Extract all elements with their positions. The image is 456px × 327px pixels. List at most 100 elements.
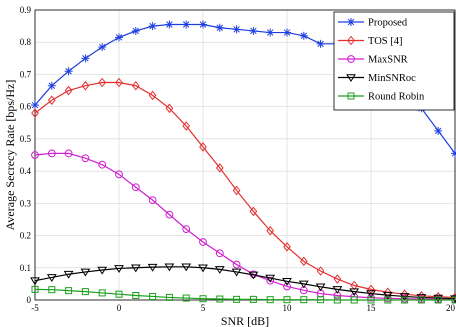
data-point xyxy=(64,67,73,76)
data-point xyxy=(249,206,258,217)
data-point xyxy=(199,238,207,246)
data-point xyxy=(416,294,427,302)
data-point xyxy=(164,263,175,272)
data-point xyxy=(417,296,425,304)
legend-entry: TOS [4] xyxy=(338,35,403,47)
data-point xyxy=(350,280,359,291)
data-point xyxy=(231,268,242,277)
data-point xyxy=(115,290,123,298)
data-point xyxy=(132,291,140,299)
data-point xyxy=(315,283,326,292)
series-tos-4 xyxy=(31,77,456,303)
data-point xyxy=(333,274,342,284)
data-point xyxy=(63,270,74,279)
data-point xyxy=(350,296,358,304)
data-point xyxy=(30,277,40,286)
legend-entry: MinSNRoc xyxy=(338,73,416,84)
x-axis-label: SNR [dB] xyxy=(221,314,269,327)
y-tick-label: 0.2 xyxy=(20,231,31,241)
data-point xyxy=(215,249,224,258)
data-point xyxy=(232,185,241,196)
x-tick-label: 15 xyxy=(367,303,377,313)
data-point xyxy=(98,289,106,297)
data-point xyxy=(81,80,90,91)
data-point xyxy=(283,28,291,37)
data-point xyxy=(347,35,355,46)
data-point xyxy=(317,296,325,304)
data-point xyxy=(215,163,224,173)
x-tick-label: 20 xyxy=(446,303,456,313)
data-point xyxy=(182,225,191,234)
data-point xyxy=(65,287,73,295)
data-point xyxy=(249,26,258,35)
data-point xyxy=(115,77,123,88)
data-point xyxy=(64,149,73,158)
data-point xyxy=(299,31,308,40)
legend-entry: Round Robin xyxy=(338,92,425,103)
data-point xyxy=(199,142,207,152)
data-point xyxy=(81,288,89,296)
data-point xyxy=(215,23,224,32)
data-point xyxy=(300,296,308,304)
data-point xyxy=(382,291,393,300)
data-point xyxy=(347,92,355,100)
data-point xyxy=(216,295,224,303)
y-tick-label: 0.1 xyxy=(20,263,31,273)
legend-label: Proposed xyxy=(368,18,408,29)
data-point xyxy=(332,286,343,294)
data-point xyxy=(131,26,140,35)
data-point xyxy=(283,242,291,252)
data-point xyxy=(46,274,57,282)
series-line xyxy=(34,152,455,300)
data-point xyxy=(114,265,124,273)
x-tick-label: 0 xyxy=(117,303,122,313)
data-point xyxy=(383,287,392,298)
data-point xyxy=(31,151,39,159)
data-point xyxy=(98,77,107,88)
data-point xyxy=(31,101,39,110)
data-point xyxy=(165,293,173,301)
data-point xyxy=(233,295,241,303)
data-point xyxy=(282,278,292,286)
data-point xyxy=(232,25,241,34)
x-tick-label: 10 xyxy=(283,303,293,313)
data-point xyxy=(266,225,275,236)
legend-entry: MaxSNR xyxy=(338,55,408,66)
y-tick-label: 0.5 xyxy=(20,134,32,144)
data-point xyxy=(47,81,56,90)
data-point xyxy=(47,95,56,106)
data-point xyxy=(347,55,355,63)
data-point xyxy=(333,296,341,304)
data-point xyxy=(248,271,259,280)
data-point xyxy=(148,22,157,31)
data-point xyxy=(98,43,107,52)
series-line xyxy=(34,266,456,300)
data-point xyxy=(433,294,444,303)
data-point xyxy=(434,296,442,304)
data-point xyxy=(165,210,174,219)
data-point xyxy=(130,264,141,273)
data-point xyxy=(165,103,174,114)
data-point xyxy=(148,196,157,205)
data-point xyxy=(181,263,192,272)
y-axis-label: Average Secrecy Rate [bps/Hz] xyxy=(3,80,17,231)
data-point xyxy=(367,296,375,304)
legend-label: MinSNRoc xyxy=(368,73,416,84)
data-point xyxy=(131,80,140,91)
series-round-robin xyxy=(31,285,456,304)
data-point xyxy=(131,183,140,192)
data-point xyxy=(149,292,157,300)
data-point xyxy=(346,74,356,83)
data-point xyxy=(199,295,207,303)
y-tick-label: 0.9 xyxy=(20,5,32,15)
x-tick-label: -5 xyxy=(31,303,39,313)
data-point xyxy=(450,295,456,304)
data-point xyxy=(265,274,276,283)
data-point xyxy=(316,39,325,48)
y-tick-label: 0.6 xyxy=(20,102,32,112)
data-point xyxy=(283,282,291,291)
data-point xyxy=(182,294,190,302)
y-tick-label: 0.8 xyxy=(20,37,32,47)
